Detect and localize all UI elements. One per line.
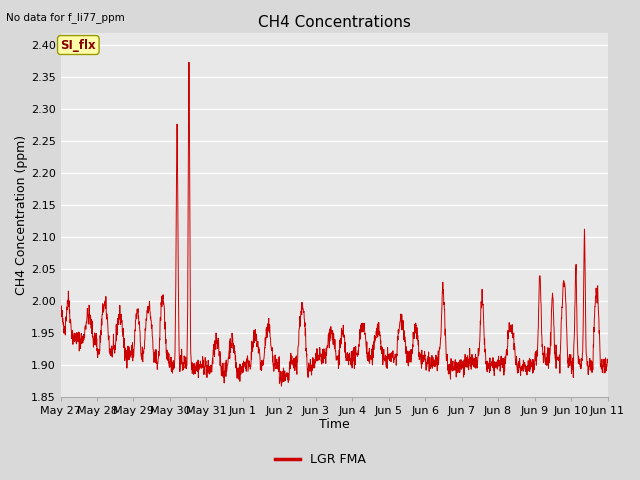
Text: SI_flx: SI_flx [61,38,96,51]
Text: No data for f_li77_ppm: No data for f_li77_ppm [6,12,125,23]
Title: CH4 Concentrations: CH4 Concentrations [257,15,410,30]
X-axis label: Time: Time [319,419,349,432]
Legend: LGR FMA: LGR FMA [269,448,371,471]
Y-axis label: CH4 Concentration (ppm): CH4 Concentration (ppm) [15,134,28,295]
